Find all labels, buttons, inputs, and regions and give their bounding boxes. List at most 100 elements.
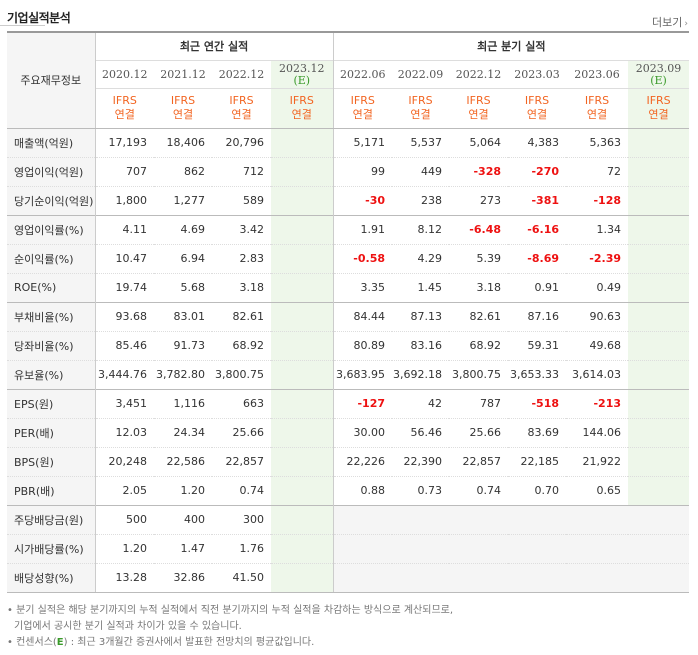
annual-group-header: 최근 연간 실적 (94, 31, 334, 60)
quarter-period-2023.03: 2023.03 (508, 59, 567, 88)
quarter-value: 72 (566, 156, 629, 186)
annual-value: 68.92 (212, 330, 271, 360)
more-label: 더보기 (652, 16, 683, 29)
annual-value: 83.01 (154, 301, 212, 331)
quarter-value: -8.69 (508, 243, 567, 273)
quarter-value (449, 504, 509, 534)
table-row: ROE(%) 19.74 5.68 3.18 3.35 1.45 3.18 0.91 0.49 (7, 272, 690, 302)
quarter-value: 8.12 (392, 214, 450, 244)
quarter-value (628, 446, 690, 476)
quarter-value: 22,185 (508, 446, 567, 476)
quarter-value: 4.29 (392, 243, 450, 273)
more-link[interactable]: 더보기 › (652, 14, 688, 30)
annual-value (271, 562, 334, 593)
quarter-value: 1.34 (566, 214, 629, 244)
annual-value: 41.50 (212, 562, 271, 593)
annual-value (271, 504, 334, 534)
annual-value: 1,277 (154, 185, 212, 215)
quarter-value: 83.69 (508, 417, 567, 447)
row-label: 유보율(%) (7, 359, 95, 389)
quarter-value: 0.91 (508, 272, 567, 302)
ifrs-label: IFRS 연결 (566, 87, 629, 129)
ifrs-label: IFRS 연결 (508, 87, 567, 129)
annual-value (271, 533, 334, 563)
row-label: 당좌비율(%) (7, 330, 95, 360)
quarter-value (628, 388, 690, 418)
quarter-value: 3,653.33 (508, 359, 567, 389)
annual-value: 1,800 (94, 185, 154, 215)
section-title: 기업실적분석 (7, 11, 71, 25)
quarter-value (628, 562, 690, 593)
annual-value: 85.46 (94, 330, 154, 360)
table-row: 유보율(%) 3,444.76 3,782.80 3,800.75 3,683.95 3,… (7, 359, 690, 389)
quarter-value: 273 (449, 185, 509, 215)
annual-value (271, 156, 334, 186)
annual-value: 19.74 (94, 272, 154, 302)
row-label: 순이익률(%) (7, 243, 95, 273)
quarter-value: 82.61 (449, 301, 509, 331)
quarter-value: -381 (508, 185, 567, 215)
annual-value (271, 301, 334, 331)
annual-period-2021.12: 2021.12 (154, 59, 212, 88)
quarter-value (566, 562, 629, 593)
annual-value: 4.11 (94, 214, 154, 244)
quarter-value: 49.68 (566, 330, 629, 360)
quarter-value (628, 417, 690, 447)
annual-value: 1.76 (212, 533, 271, 563)
quarter-value: -2.39 (566, 243, 629, 273)
annual-value: 3,444.76 (94, 359, 154, 389)
annual-value: 0.74 (212, 475, 271, 505)
annual-value: 93.68 (94, 301, 154, 331)
quarter-value: 22,857 (449, 446, 509, 476)
annual-value: 3.18 (212, 272, 271, 302)
annual-value: 13.28 (94, 562, 154, 593)
annual-value (271, 243, 334, 273)
annual-period-2022.12: 2022.12 (212, 59, 271, 88)
annual-value (271, 272, 334, 302)
quarter-value: -128 (566, 185, 629, 215)
table-row: 배당성향(%) 13.28 32.86 41.50 (7, 562, 690, 593)
quarter-value: 0.88 (332, 475, 393, 505)
quarter-value: 56.46 (392, 417, 450, 447)
quarter-value: 25.66 (449, 417, 509, 447)
quarter-value (508, 533, 567, 563)
quarter-value: 787 (449, 388, 509, 418)
quarter-value (392, 504, 450, 534)
quarter-value: 3,614.03 (566, 359, 629, 389)
table-row: 시가배당률(%) 1.20 1.47 1.76 (7, 533, 690, 563)
quarter-value: 0.70 (508, 475, 567, 505)
row-label: ROE(%) (7, 272, 95, 302)
annual-value: 24.34 (154, 417, 212, 447)
quarter-value (628, 475, 690, 505)
quarter-value: 87.16 (508, 301, 567, 331)
annual-value: 5.68 (154, 272, 212, 302)
quarter-value: 80.89 (332, 330, 393, 360)
row-header-label: 주요재무정보 (7, 31, 95, 128)
table-row: 주당배당금(원) 500 400 300 (7, 504, 690, 534)
annual-value: 18,406 (154, 127, 212, 157)
chevron-right-icon: › (684, 19, 688, 29)
footnote-2: • 컨센서스(E) : 최근 3개월간 증권사에서 발표한 전망치의 평균값입니… (7, 637, 315, 648)
quarter-value: 144.06 (566, 417, 629, 447)
quarter-value (628, 272, 690, 302)
quarter-value: 30.00 (332, 417, 393, 447)
annual-value: 20,248 (94, 446, 154, 476)
quarter-value: 99 (332, 156, 393, 186)
annual-value: 300 (212, 504, 271, 534)
quarter-value: -213 (566, 388, 629, 418)
table-row: 당기순이익(억원) 1,800 1,277 589 -30 238 273 -381 -128 (7, 185, 690, 215)
quarter-value: 5,363 (566, 127, 629, 157)
annual-value: 3,800.75 (212, 359, 271, 389)
ifrs-label: IFRS 연결 (449, 87, 509, 129)
annual-value: 6.94 (154, 243, 212, 273)
row-label: 영업이익(억원) (7, 156, 95, 186)
annual-value: 22,857 (212, 446, 271, 476)
quarter-value: 1.91 (332, 214, 393, 244)
quarter-value: 22,226 (332, 446, 393, 476)
quarter-value (628, 243, 690, 273)
row-label: 매출액(억원) (7, 127, 95, 157)
row-label: 주당배당금(원) (7, 504, 95, 534)
quarter-period-2023.09: 2023.09 (E) (628, 59, 690, 88)
quarter-group-header: 최근 분기 실적 (332, 31, 690, 60)
quarter-value (508, 562, 567, 593)
